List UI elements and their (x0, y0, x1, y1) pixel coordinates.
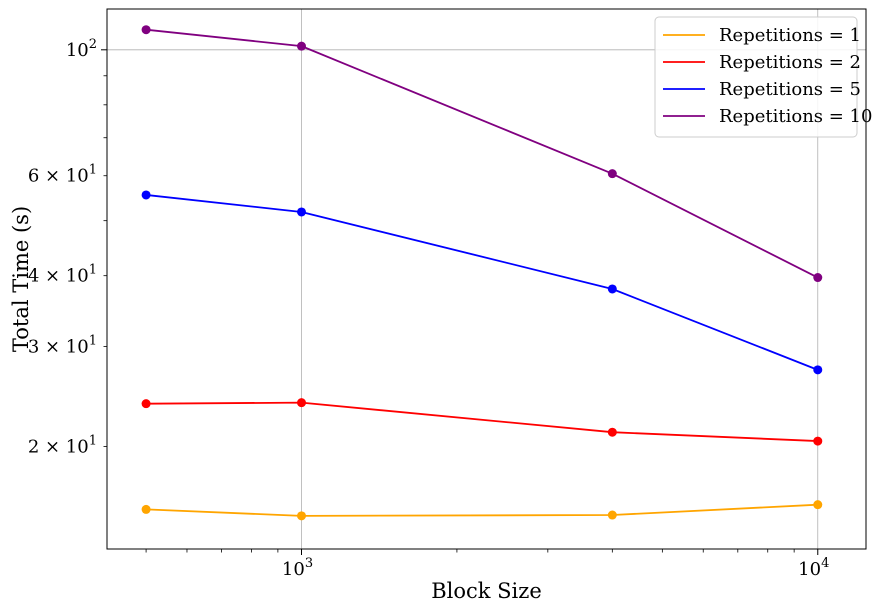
legend-label: Repetitions = 5 (719, 79, 861, 100)
x-axis-label: Block Size (431, 579, 542, 603)
x-axis-ticks: 103 104 (145, 549, 829, 580)
legend-label: Repetitions = 1 (719, 25, 861, 46)
series-line-1 (146, 503, 818, 517)
data-point (297, 207, 307, 217)
y-tick-label: 3 × 101 (28, 334, 97, 358)
y-axis-ticks: 2 × 101 3 × 101 4 × 101 6 × 101 102 (28, 37, 107, 458)
plot-frame (106, 8, 867, 550)
y-tick-label: 4 × 101 (28, 263, 97, 287)
data-point (607, 284, 617, 294)
series-line-3 (145, 194, 819, 371)
legend: Repetitions = 1 Repetitions = 2 Repetition… (654, 16, 872, 138)
data-point (141, 190, 151, 200)
data-point (813, 273, 823, 283)
data-point (141, 25, 151, 35)
y-tick-label: 6 × 101 (28, 163, 97, 187)
data-point (141, 504, 151, 514)
x-tick-label: 103 (282, 556, 313, 580)
data-point (607, 510, 617, 520)
data-point (141, 399, 151, 409)
y-tick-label: 102 (66, 37, 97, 61)
y-tick-label: 2 × 101 (28, 434, 97, 458)
data-point (813, 436, 823, 446)
y-axis-label: Total Time (s) (9, 206, 33, 352)
series-line-4 (145, 28, 819, 279)
legend-label: Repetitions = 2 (719, 52, 861, 73)
legend-label: Repetitions = 10 (719, 106, 872, 127)
series-layer (141, 25, 823, 521)
series-line-2 (146, 401, 818, 442)
data-point (813, 500, 823, 510)
legend-box (654, 16, 858, 138)
data-point (297, 41, 307, 51)
data-point (297, 398, 307, 408)
data-point (607, 169, 617, 179)
data-point (813, 365, 823, 375)
x-tick-label: 104 (798, 556, 829, 580)
data-point (607, 427, 617, 437)
data-point (297, 511, 307, 521)
